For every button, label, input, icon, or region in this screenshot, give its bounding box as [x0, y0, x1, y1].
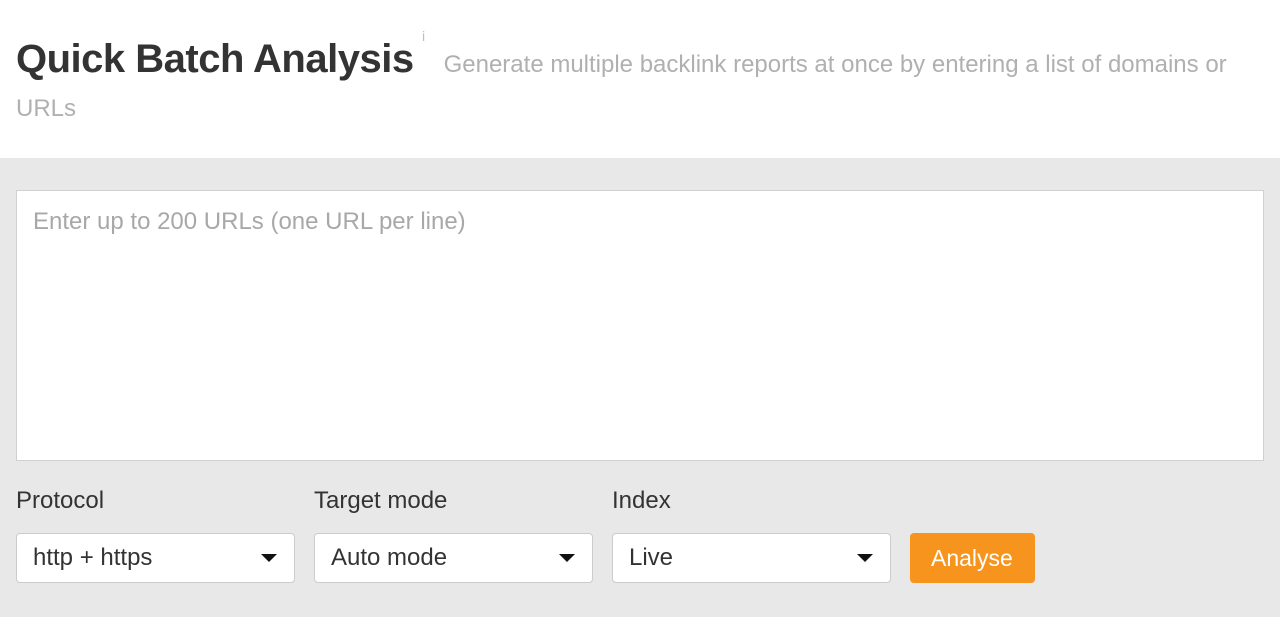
- index-selected-value: Live: [629, 544, 673, 572]
- analyse-button[interactable]: Analyse: [910, 533, 1035, 583]
- caret-down-icon: [856, 552, 874, 564]
- protocol-selected-value: http + https: [33, 544, 152, 572]
- caret-down-icon: [260, 552, 278, 564]
- protocol-select[interactable]: http + https: [16, 533, 295, 583]
- header-section: Quick Batch Analysis i Generate multiple…: [0, 0, 1280, 158]
- protocol-label: Protocol: [16, 487, 295, 515]
- urls-textarea[interactable]: [16, 190, 1264, 461]
- index-select-wrap: Live: [612, 533, 891, 583]
- caret-down-icon: [558, 552, 576, 564]
- index-select[interactable]: Live: [612, 533, 891, 583]
- target-mode-label: Target mode: [314, 487, 593, 515]
- target-mode-select[interactable]: Auto mode: [314, 533, 593, 583]
- form-section: Protocol http + https Target mode Auto m…: [0, 158, 1280, 617]
- title-row: Quick Batch Analysis i Generate multiple…: [16, 28, 1264, 128]
- protocol-select-wrap: http + https: [16, 533, 295, 583]
- info-icon[interactable]: i: [422, 26, 425, 48]
- target-mode-selected-value: Auto mode: [331, 544, 447, 572]
- index-label: Index: [612, 487, 891, 515]
- target-mode-select-wrap: Auto mode: [314, 533, 593, 583]
- target-mode-group: Target mode Auto mode: [314, 487, 593, 583]
- index-group: Index Live: [612, 487, 891, 583]
- controls-row: Protocol http + https Target mode Auto m…: [16, 487, 1264, 583]
- protocol-group: Protocol http + https: [16, 487, 295, 583]
- page-title: Quick Batch Analysis: [16, 37, 414, 81]
